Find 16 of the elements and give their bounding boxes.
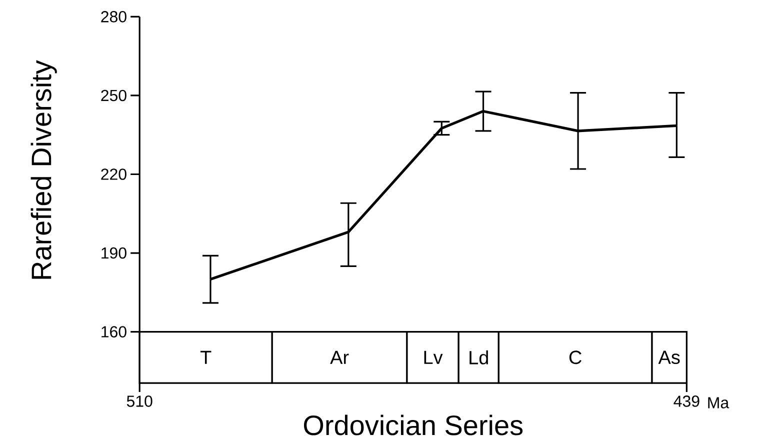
y-axis-title: Rarefied Diversity <box>30 60 57 279</box>
x-axis-title: Ordovician Series <box>304 414 523 436</box>
y-tick-label: 160 <box>102 326 126 338</box>
band-label: As <box>658 350 680 364</box>
text: Ma <box>708 397 730 408</box>
y-tick-label: 220 <box>101 168 126 180</box>
band-label: Ld <box>470 350 488 364</box>
y-tick-label: 280 <box>101 11 126 22</box>
x-tick-label: 510 <box>126 396 152 407</box>
y-tick-label: 190 <box>102 247 126 259</box>
band-label: Lv <box>424 350 443 364</box>
band-label: C <box>569 350 582 364</box>
y-tick-label: 250 <box>101 90 126 102</box>
x-tick-label: 439 <box>674 396 700 407</box>
band-label: T <box>200 350 212 364</box>
band-label: Ar <box>330 350 349 364</box>
